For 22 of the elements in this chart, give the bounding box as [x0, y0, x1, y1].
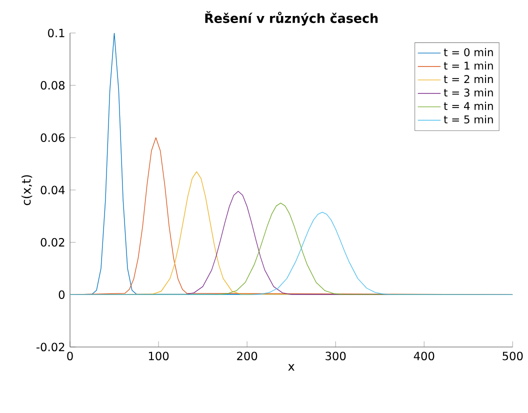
y-tick-label: 0 — [58, 290, 65, 299]
y-axis-title: c(x,t) — [21, 175, 32, 206]
y-tick-label: 0.1 — [48, 28, 64, 38]
y-tick-label: 0.04 — [40, 186, 65, 194]
y-tick-label: 0.02 — [40, 238, 64, 247]
x-tick-label: 100 — [148, 352, 169, 360]
x-axis-title: x — [288, 364, 294, 371]
y-tick-label: 0.08 — [40, 81, 65, 90]
x-tick-label: 500 — [502, 352, 523, 360]
x-tick-label: 200 — [237, 352, 258, 360]
legend-label: t = 3 min — [444, 88, 493, 97]
legend-label: t = 4 min — [444, 102, 493, 110]
chart-title: Řešení v různých časech — [205, 11, 378, 26]
legend-label: t = 0 min — [444, 48, 493, 56]
y-tick-label: 0.06 — [40, 133, 65, 142]
legend-label: t = 5 min — [444, 115, 493, 124]
x-tick-label: 300 — [326, 352, 346, 360]
legend-label: t = 1 min — [444, 61, 493, 70]
legend-label: t = 2 min — [444, 74, 493, 83]
x-tick-label: 0 — [67, 352, 73, 360]
x-tick-label: 400 — [414, 352, 434, 360]
y-tick-label: -0.02 — [36, 342, 64, 352]
